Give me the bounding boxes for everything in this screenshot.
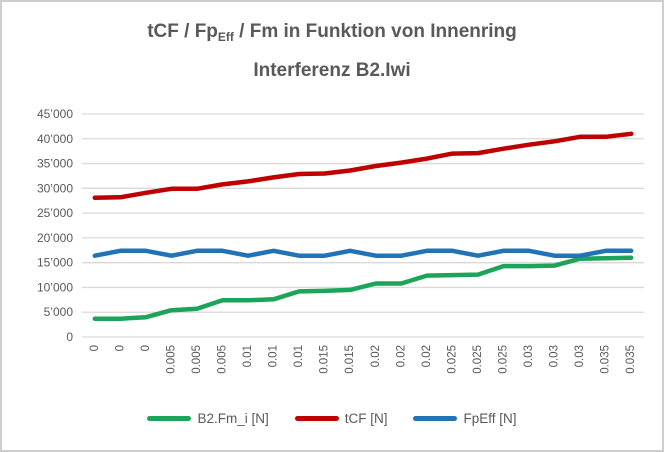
legend-label-tcf: tCF [N] <box>344 411 388 426</box>
x-axis-tick-label: 0.015 <box>319 345 331 374</box>
legend-label-b2-fm-i: B2.Fm_i [N] <box>197 411 269 426</box>
x-axis-tick-label: 0.03 <box>523 345 535 367</box>
legend-swatch-fpeff <box>413 416 458 421</box>
x-axis-tick-label: 0.01 <box>293 345 305 367</box>
x-axis-tick-label: 0.01 <box>268 345 280 367</box>
legend-label-fpeff: FpEff [N] <box>463 411 517 426</box>
legend-swatch-b2-fm-i <box>147 416 192 421</box>
x-axis-tick-label: 0.035 <box>600 345 612 374</box>
x-axis-tick-label: 0.035 <box>625 345 637 374</box>
legend-item-tcf[interactable]: tCF [N] <box>294 411 388 426</box>
y-axis-tick-label: 40’000 <box>37 132 73 146</box>
y-axis-tick-label: 30’000 <box>37 181 73 195</box>
y-axis-tick-label: 15’000 <box>37 256 73 270</box>
x-axis-tick-label: 0.005 <box>217 345 229 374</box>
legend-item-b2-fm-i[interactable]: B2.Fm_i [N] <box>147 411 269 426</box>
x-axis-tick-label: 0 <box>140 345 152 351</box>
x-axis-tick-label: 0 <box>89 345 101 351</box>
x-axis-tick-label: 0 <box>114 345 126 351</box>
legend-swatch-tcf <box>294 416 339 421</box>
y-axis-tick-label: 45’000 <box>37 107 73 121</box>
x-axis-tick-label: 0.005 <box>191 345 203 374</box>
y-axis-tick-label: 5’000 <box>44 305 74 319</box>
x-axis-tick-label: 0.03 <box>574 345 586 367</box>
x-axis-tick-label: 0.02 <box>370 345 382 367</box>
y-axis-tick-label: 10’000 <box>37 280 73 294</box>
y-axis-tick-label: 0 <box>66 330 73 344</box>
legend-item-fpeff[interactable]: FpEff [N] <box>413 411 517 426</box>
x-axis-tick-label: 0.02 <box>421 345 433 367</box>
series-line-tcf[interactable] <box>92 131 634 200</box>
chart-title-line1: tCF / FpEff / Fm in Funktion von Innenri… <box>2 15 662 54</box>
x-axis-tick-label: 0.03 <box>549 345 561 367</box>
x-axis-tick-label: 0.025 <box>446 345 458 374</box>
chart-title-line2: Interferenz B2.Iwi <box>253 60 411 81</box>
series-line-b2-fm-i[interactable] <box>92 255 634 321</box>
x-axis-tick-label: 0.01 <box>242 345 254 367</box>
y-axis-tick-label: 25’000 <box>37 206 73 220</box>
x-axis-tick-label: 0.005 <box>165 345 177 374</box>
legend: B2.Fm_i [N] tCF [N] FpEff [N] <box>2 411 662 426</box>
x-axis-tick-label: 0.025 <box>472 345 484 374</box>
y-axis-tick-label: 20’000 <box>37 231 73 245</box>
title-prefix: tCF / Fp <box>147 21 218 42</box>
title-eff-subscript: Eff <box>217 30 234 44</box>
x-axis-tick-label: 0.02 <box>395 345 407 367</box>
series-line-fpeff[interactable] <box>92 248 634 258</box>
title-suffix: / Fm in Funktion von Innenring <box>233 21 517 42</box>
x-axis-tick-label: 0.025 <box>498 345 510 374</box>
x-axis-tick-label: 0.015 <box>344 345 356 374</box>
y-axis-tick-label: 35’000 <box>37 157 73 171</box>
chart-title: tCF / FpEff / Fm in Funktion von Innenri… <box>2 15 662 87</box>
